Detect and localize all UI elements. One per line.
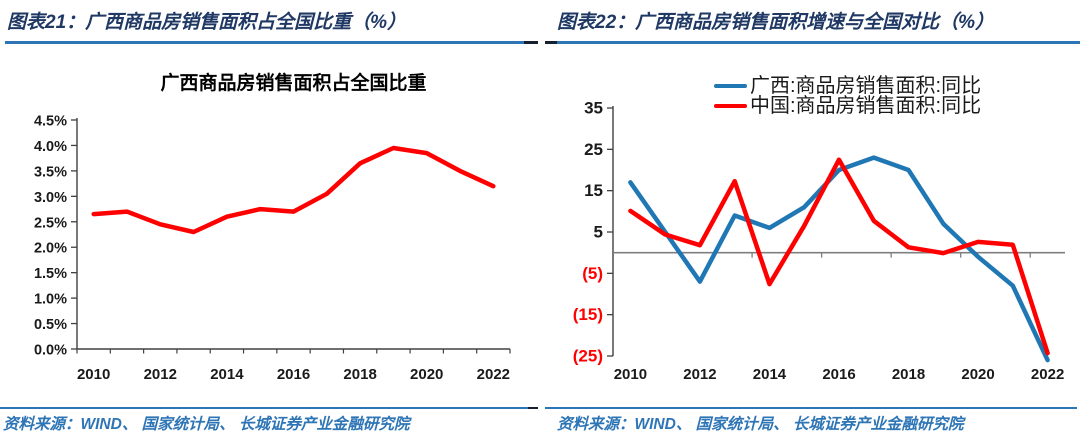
- svg-text:2012: 2012: [144, 366, 177, 383]
- header-divider-right: [545, 41, 1080, 44]
- svg-text:(15): (15): [573, 305, 603, 324]
- figure22-legend: 广西:商品房销售面积:同比 中国:商品房销售面积:同比: [714, 76, 981, 116]
- svg-text:2010: 2010: [77, 366, 110, 383]
- figure21-header-title: 图表21：广西商品房销售面积占全国比重（%）: [7, 12, 407, 33]
- figure22-line-chart: (25) (15) (5) 5 15 25 35 2010 2012 2014 2016 2018 20…: [573, 99, 1065, 383]
- figure22-header-title: 图表22：广西商品房销售面积增速与全国对比（%）: [557, 12, 995, 33]
- svg-text:2.5%: 2.5%: [34, 215, 67, 231]
- legend-item: 广西:商品房销售面积:同比: [714, 76, 981, 96]
- footer-divider-right: [545, 407, 1077, 409]
- svg-text:1.0%: 1.0%: [34, 292, 67, 308]
- svg-text:2010: 2010: [614, 366, 647, 383]
- china-line-swatch: [714, 103, 747, 109]
- guangxi-line-swatch: [714, 83, 747, 89]
- svg-text:2012: 2012: [683, 366, 716, 383]
- legend-label-guangxi: 广西:商品房销售面积:同比: [750, 75, 982, 97]
- svg-text:2018: 2018: [343, 366, 376, 383]
- svg-text:3.5%: 3.5%: [34, 164, 67, 180]
- svg-text:3.0%: 3.0%: [34, 190, 67, 206]
- svg-text:2014: 2014: [753, 366, 787, 383]
- svg-text:(25): (25): [573, 347, 603, 366]
- svg-text:0.0%: 0.0%: [34, 343, 67, 359]
- svg-text:4.5%: 4.5%: [34, 114, 67, 130]
- figure22-source-note: 资料来源：WIND、 国家统计局、 长城证券产业金融研究院: [557, 416, 964, 433]
- svg-text:2.0%: 2.0%: [34, 241, 67, 257]
- svg-text:(5): (5): [582, 264, 603, 283]
- svg-text:35: 35: [584, 99, 603, 118]
- figure21-line-chart: 广西商品房销售面积占全国比重 0.0% 0.5% 1.0% 1.5% 2.0% 2.5% 3.…: [34, 71, 511, 383]
- divider-dark-cap: [524, 41, 538, 44]
- svg-text:15: 15: [584, 181, 603, 200]
- svg-text:0.5%: 0.5%: [34, 317, 67, 333]
- svg-text:2016: 2016: [277, 366, 310, 383]
- svg-text:2018: 2018: [892, 366, 925, 383]
- divider-dark-cap: [545, 41, 557, 44]
- legend-item: 中国:商品房销售面积:同比: [714, 96, 981, 116]
- svg-text:2016: 2016: [822, 366, 855, 383]
- svg-text:2020: 2020: [410, 366, 443, 383]
- header-divider-left: [5, 41, 538, 44]
- svg-text:25: 25: [584, 140, 603, 159]
- svg-text:5: 5: [594, 223, 603, 242]
- svg-text:2014: 2014: [210, 366, 244, 383]
- legend-label-china: 中国:商品房销售面积:同比: [750, 95, 982, 117]
- divider-dark-cap: [528, 407, 538, 409]
- svg-text:1.5%: 1.5%: [34, 266, 67, 282]
- footer-divider-left: [0, 407, 538, 409]
- svg-text:2022: 2022: [477, 366, 510, 383]
- svg-text:2020: 2020: [961, 366, 994, 383]
- figure21-source-note: 资料来源：WIND、 国家统计局、 长城证券产业金融研究院: [3, 416, 410, 433]
- svg-text:广西商品房销售面积占全国比重: 广西商品房销售面积占全国比重: [160, 71, 426, 94]
- svg-text:4.0%: 4.0%: [34, 139, 67, 155]
- svg-text:2022: 2022: [1031, 366, 1064, 383]
